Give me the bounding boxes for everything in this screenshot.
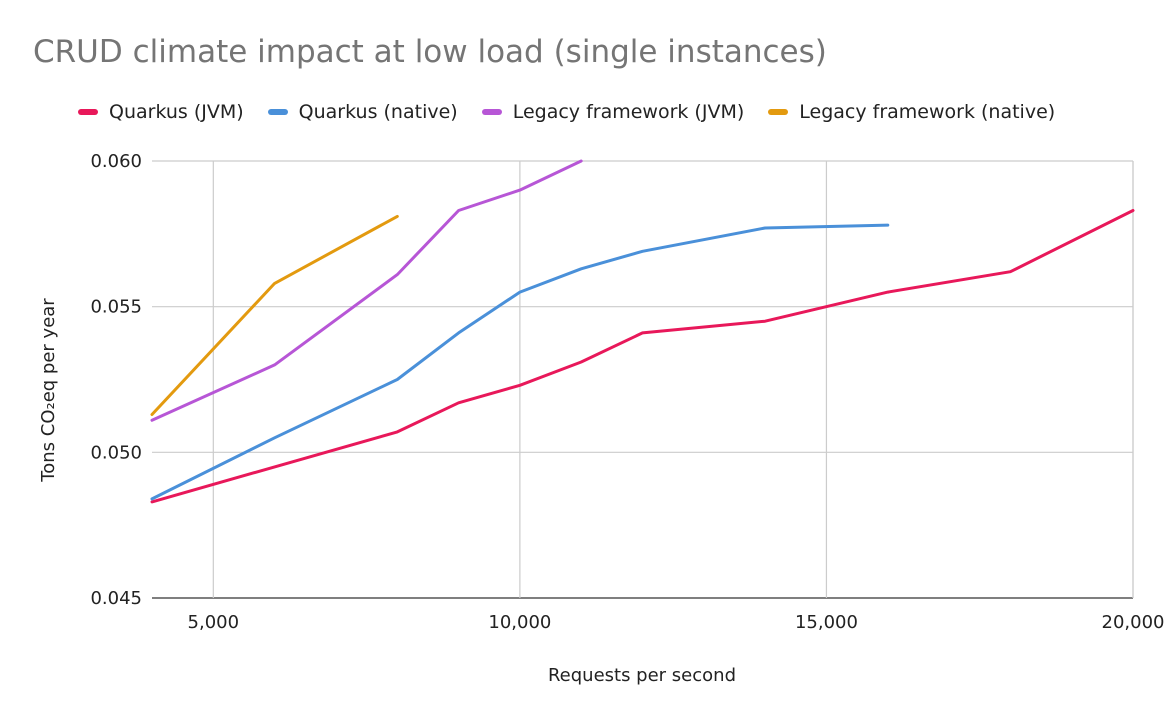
- x-tick-label: 20,000: [1102, 612, 1165, 633]
- legend-item-quarkus-native: Quarkus (native): [267, 101, 458, 123]
- legend-swatch-quarkus-jvm: [78, 109, 98, 115]
- y-tick-label: 0.055: [90, 297, 142, 318]
- grid: [152, 160, 1134, 599]
- x-axis-title: Requests per second: [548, 665, 736, 686]
- y-tick-label: 0.045: [90, 588, 142, 609]
- legend-label-quarkus-jvm: Quarkus (JVM): [109, 101, 244, 123]
- legend-swatch-legacy-native: [768, 109, 789, 115]
- x-tick-label: 10,000: [488, 612, 551, 633]
- x-tick-label: 5,000: [188, 612, 240, 633]
- legend-item-legacy-native: Legacy framework (native): [768, 101, 1055, 123]
- series-line-quarkus-native: [150, 223, 890, 501]
- y-tick-label: 0.050: [90, 442, 142, 463]
- series-line-legacy-framework-jvm: [150, 159, 583, 422]
- x-tick-label: 15,000: [795, 612, 858, 633]
- legend-label-legacy-native: Legacy framework (native): [799, 101, 1056, 123]
- series-line-quarkus-jvm: [150, 209, 1135, 504]
- legend-swatch-quarkus-native: [267, 109, 288, 115]
- legend-item-legacy-jvm: Legacy framework (JVM): [481, 101, 745, 123]
- chart-title: CRUD climate impact at low load (single …: [33, 34, 827, 70]
- legend-swatch-legacy-jvm: [481, 109, 502, 115]
- legend-label-legacy-jvm: Legacy framework (JVM): [512, 101, 745, 123]
- y-tick-label: 0.060: [90, 151, 142, 172]
- series-lines: [150, 159, 1135, 504]
- tick-labels: 0.045 0.050 0.055 0.060 5,000 10,000 15,000 20,…: [90, 151, 1164, 633]
- legend-item-quarkus-jvm: Quarkus (JVM): [78, 101, 244, 123]
- legend-label-quarkus-native: Quarkus (native): [298, 101, 458, 123]
- legend: Quarkus (JVM) Quarkus (native) Legacy fr…: [78, 101, 1079, 123]
- y-axis-title: Tons CO₂eq per year: [38, 298, 59, 483]
- series-line-legacy-framework-native: [150, 214, 399, 416]
